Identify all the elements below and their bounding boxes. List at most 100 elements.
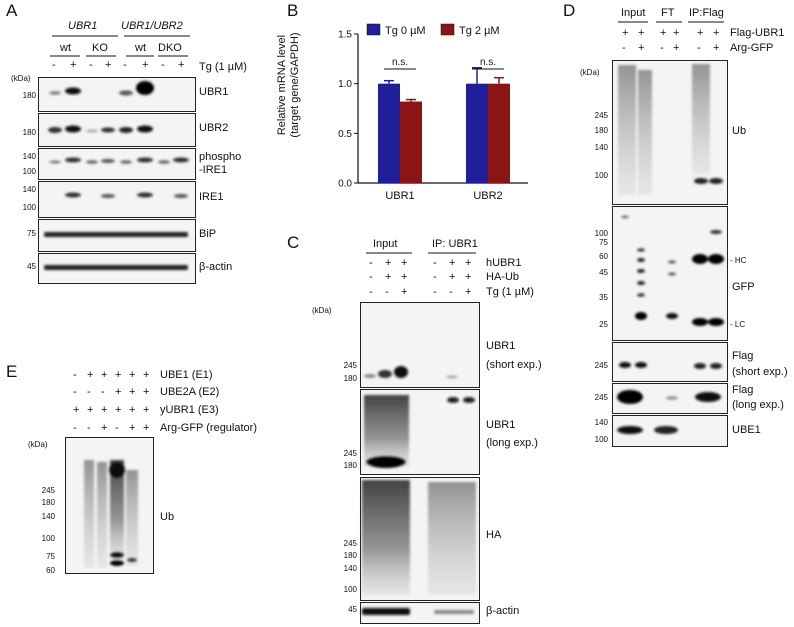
blot-label-a-bip: BiP: [199, 228, 217, 240]
smear-d-ub-5: [692, 64, 710, 174]
panel-e-sign-r2-l4: +: [129, 404, 136, 416]
blot-label-a-ubr2: UBR2: [199, 122, 229, 134]
band-d-flaglong-ft: [666, 396, 678, 400]
blot-label-e-ub: Ub: [160, 511, 175, 523]
smear-e-lane3: [97, 462, 107, 568]
marker-d-gfp-35: 35: [599, 293, 608, 302]
panel-d-group-ft: FT: [661, 7, 675, 19]
panel-d-sign-r1-l1: +: [638, 42, 645, 54]
marker-a-ire1-140: 140: [22, 185, 36, 194]
band-d-gfp-4-main: [666, 313, 678, 319]
smear-c-ha-ip: [428, 482, 476, 595]
band-a-ubr2-5: [119, 127, 133, 133]
panel-d-sign-r1-l3: +: [673, 42, 680, 54]
blot-label-d-flag-short-2: (short exp.): [732, 366, 788, 378]
panel-a-sign-r0-l1: +: [70, 59, 77, 71]
panel-e-sign-r3-l1: -: [87, 422, 91, 434]
band-a-ubr2-6: [137, 125, 153, 133]
panel-e-sign-r2-l1: +: [87, 404, 94, 416]
panel-e-sign-r3-l5: +: [143, 422, 150, 434]
band-a-ire1-6: [137, 192, 153, 198]
smear-d-ub-1: [618, 65, 636, 195]
panel-d-sign-r0-l3: +: [673, 27, 680, 39]
band-d-gfp-5-lc: [692, 318, 708, 326]
band-d-gfp-2-main: [635, 312, 647, 320]
band-c-actin-input: [362, 608, 410, 615]
panel-c-sign-r1-l0: -: [369, 271, 373, 283]
panel-d-sign-r0-l0: +: [622, 27, 629, 39]
panel-c-sign-r0-l2: +: [401, 257, 408, 269]
panel-a-treatment-label: Tg (1 µM): [199, 61, 247, 73]
band-c-actin-ip: [434, 610, 474, 614]
band-d-ub-5: [694, 178, 708, 184]
panel-c-sign-r0-l0: -: [369, 257, 373, 269]
band-a-ubr1-1: [49, 91, 61, 95]
panel-c-sign-r0-l1: +: [385, 257, 392, 269]
blot-d-flag-short: [612, 342, 728, 382]
panel-c-row-label-tg: Tg (1 µM): [486, 286, 534, 298]
panel-c-group-input: Input: [373, 238, 398, 250]
panel-c-sign-r2-l0: -: [369, 286, 373, 298]
band-a-ire1-2: [65, 192, 81, 198]
band-d-gfp-2a: [637, 248, 645, 252]
blot-label-a-phospho: phospho: [199, 151, 242, 163]
band-a-actin: [44, 265, 188, 270]
panel-c-sign-r2-l5: +: [465, 286, 472, 298]
panel-d-row-label-flagubr1: Flag-UBR1: [730, 27, 785, 39]
panel-d-sign-r1-l2: -: [660, 42, 664, 54]
marker-e-180: 180: [41, 498, 55, 507]
panel-e-sign-r3-l3: -: [115, 422, 119, 434]
panel-a-label: A: [6, 1, 18, 20]
panel-b-legend-swatch-0: [366, 23, 381, 36]
blot-label-d-flag-long-1: Flag: [732, 384, 754, 396]
band-a-pire1-8: [173, 157, 189, 163]
panel-e-kda-label: (kDa): [28, 440, 48, 449]
band-a-ubr1-5: [119, 90, 133, 96]
panel-d-label: D: [563, 1, 576, 20]
genotype-wt-1: wt: [60, 42, 71, 54]
band-d-ub-6: [709, 178, 723, 184]
band-d-gfp-4a: [668, 260, 676, 264]
panel-c-sign-r2-l3: -: [433, 286, 437, 298]
panel-e-sign-r3-l0: -: [73, 422, 77, 434]
marker-c-ha-140: 140: [343, 564, 357, 573]
panel-d-kda-label: (kDa): [580, 68, 600, 77]
panel-a-sign-r0-l7: +: [178, 59, 185, 71]
blot-label-d-gfp: GFP: [732, 281, 755, 293]
band-e-lane4-bottom: [110, 560, 124, 566]
panel-a-sign-r0-l5: +: [142, 59, 149, 71]
band-d-gfp-2d: [637, 281, 645, 285]
band-d-ube1-ft: [654, 426, 678, 434]
panel-d-sign-r0-l1: +: [638, 27, 645, 39]
marker-c-ha-245: 245: [343, 539, 357, 548]
blot-label-c-ha: HA: [486, 529, 502, 541]
panel-e-sign-r0-l4: +: [129, 369, 136, 381]
band-d-flaglong-ip: [695, 392, 721, 402]
marker-d-gfp-100: 100: [594, 229, 608, 238]
annotation-d-hc: - HC: [730, 256, 747, 265]
marker-c-long-180: 180: [343, 461, 357, 470]
band-a-ubr2-2: [65, 125, 81, 133]
band-a-ubr2-4: [101, 127, 115, 133]
band-d-flagshort-6: [710, 363, 722, 369]
marker-c-ha-180: 180: [343, 551, 357, 560]
marker-e-140: 140: [41, 512, 55, 521]
band-a-ubr1-6: [136, 81, 154, 95]
panel-b-bar-UBR2-s0: [466, 83, 488, 183]
panel-a-sign-r0-l6: -: [161, 59, 165, 71]
panel-a-sign-r0-l4: -: [123, 59, 127, 71]
blot-label-a-ire1-suffix: -IRE1: [199, 164, 228, 176]
band-c-short-5: [446, 375, 458, 379]
blot-label-a-ire1: IRE1: [199, 191, 224, 203]
panel-e-sign-r1-l5: +: [143, 386, 150, 398]
panel-e-label: E: [6, 362, 18, 381]
marker-a-ire1-100: 100: [22, 203, 36, 212]
band-d-flagshort-2: [635, 362, 647, 368]
marker-d-gfp-45: 45: [599, 268, 608, 277]
panel-d-group-input: Input: [621, 7, 646, 19]
panel-c-sign-r1-l3: -: [433, 271, 437, 283]
panel-c-sign-r0-l5: +: [465, 257, 472, 269]
genotype-ko: KO: [92, 42, 108, 54]
panel-d-sign-r1-l4: -: [697, 42, 701, 54]
